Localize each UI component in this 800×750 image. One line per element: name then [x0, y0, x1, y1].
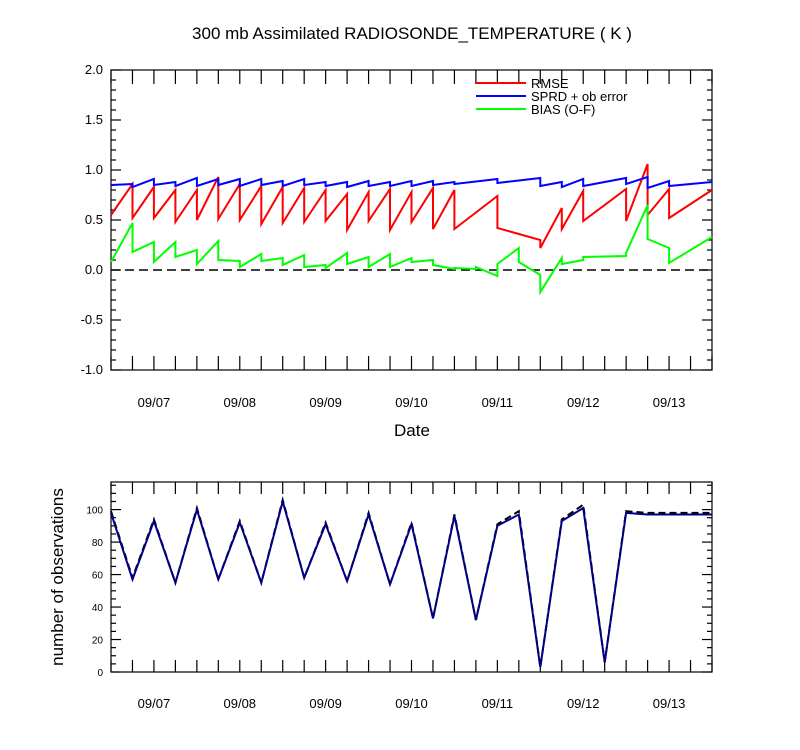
y-tick-label: 60: [92, 571, 104, 582]
x-tick-label: 09/12: [567, 395, 600, 410]
y-tick-label: 100: [86, 506, 103, 517]
series-line-sprd-ob-error: [110, 175, 713, 190]
x-tick-label: 09/11: [482, 395, 514, 410]
top-plot: 09/07 09/08 09/09 09/10 09/11 09/12 09/13 -1.0 -…: [81, 62, 713, 410]
y-tick-label: 1.0: [85, 162, 103, 177]
x-tick-label: 09/07: [138, 696, 171, 711]
y-tick-label: 2.0: [85, 62, 103, 77]
bottom-plot: 09/07 09/08 09/09 09/10 09/11 09/12 09/13 0 20 40…: [86, 481, 713, 711]
y-axis-label-observations: number of observations: [48, 488, 67, 666]
x-tick-label: 09/10: [395, 696, 428, 711]
y-tick-label: 0: [97, 668, 103, 679]
x-tick-label: 09/13: [653, 395, 686, 410]
x-tick-label: 09/11: [482, 696, 514, 711]
legend-label-sprd: SPRD + ob error: [531, 89, 628, 104]
x-tick-label: 09/09: [309, 696, 342, 711]
x-tick-label: 09/12: [567, 696, 600, 711]
y-tick-label: 0.0: [85, 262, 103, 277]
series-line-rmse: [110, 163, 713, 249]
y-tick-label: 40: [92, 603, 104, 614]
legend-label-bias: BIAS (O-F): [531, 102, 595, 117]
y-tick-label: 1.5: [85, 112, 103, 127]
x-tick-label: 09/08: [224, 395, 257, 410]
y-tick-label: 80: [92, 538, 104, 549]
x-tick-label: 09/09: [309, 395, 342, 410]
y-tick-label: 0.5: [85, 212, 103, 227]
x-axis-label: Date: [394, 421, 430, 440]
y-tick-label: 20: [92, 636, 104, 647]
x-tick-label: 09/08: [224, 696, 257, 711]
chart-title: 300 mb Assimilated RADIOSONDE_TEMPERATUR…: [192, 24, 632, 43]
y-tick-label: -0.5: [81, 312, 103, 327]
series-line-assimilated-observations: [110, 497, 712, 668]
legend-label-rmse: RMSE: [531, 76, 569, 91]
x-tick-label: 09/07: [138, 395, 171, 410]
series-line-bias-o-f: [110, 204, 713, 296]
x-tick-label: 09/13: [653, 696, 686, 711]
plot-frame: [110, 481, 713, 673]
y-tick-label: -1.0: [81, 362, 103, 377]
x-tick-label: 09/10: [395, 395, 428, 410]
